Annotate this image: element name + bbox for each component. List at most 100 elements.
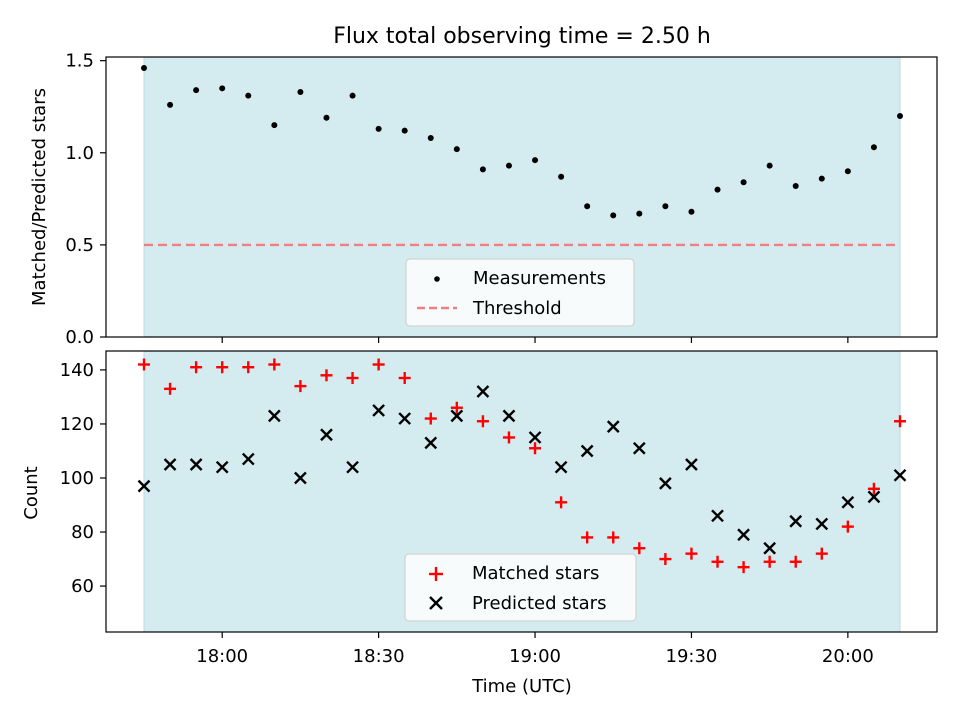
matched-star-point <box>268 358 281 371</box>
predicted-star-point <box>320 428 333 442</box>
measurement-point <box>245 92 252 99</box>
predicted-star-point <box>711 509 724 523</box>
predicted-star-point <box>241 452 255 466</box>
predicted-star-point <box>450 409 464 423</box>
predicted-star-point <box>763 541 777 555</box>
y-tick-label: 1.0 <box>65 143 94 164</box>
predicted-star-point <box>163 458 177 471</box>
measurement-point <box>844 168 851 175</box>
measurement-point <box>167 101 174 108</box>
predicted-star-point <box>267 409 281 423</box>
matched-star-point <box>815 547 828 560</box>
measurement-point <box>375 125 382 132</box>
matched-star-point <box>294 380 307 393</box>
top-y-axis-label: Matched/Predicted stars <box>29 88 50 306</box>
matched-star-point <box>216 361 229 374</box>
matched-star-point <box>476 415 489 428</box>
top-plot-frame <box>105 56 938 338</box>
measurement-point <box>532 157 539 164</box>
predicted-star-point <box>685 458 698 471</box>
predicted-star-point <box>893 468 907 482</box>
predicted-star-point <box>346 460 359 474</box>
top-legend: Measurements Threshold <box>405 258 635 327</box>
x-tick-label: 19:00 <box>509 646 561 667</box>
predicted-star-point <box>424 436 438 450</box>
legend-matched-label: Matched stars <box>472 563 599 584</box>
measurement-point <box>453 146 460 153</box>
matched-star-point <box>502 431 515 444</box>
y-tick-label: 100 <box>60 468 94 489</box>
matched-star-point <box>529 442 542 455</box>
legend-measurements-label: Measurements <box>473 268 606 289</box>
matched-star-point <box>581 531 594 544</box>
measurement-point <box>323 114 330 121</box>
predicted-star-point <box>606 420 620 434</box>
bottom-y-ticks: 60 80 100 120 140 <box>60 360 106 597</box>
x-tick-label: 18:30 <box>353 646 405 667</box>
predicted-star-point <box>502 409 516 423</box>
top-legend-box <box>405 258 635 327</box>
y-tick-label: 120 <box>60 414 94 435</box>
matched-star-point <box>841 520 854 533</box>
predicted-star-point <box>398 412 412 425</box>
matched-star-point <box>190 361 203 374</box>
measurement-point <box>636 210 643 217</box>
matched-star-point <box>320 369 333 382</box>
matched-star-point <box>737 561 750 574</box>
measurement-point <box>349 92 356 99</box>
matched-star-point <box>138 358 150 371</box>
matched-star-point <box>711 555 724 568</box>
measurement-point <box>193 87 200 94</box>
predicted-star-point <box>580 444 594 458</box>
bottom-y-axis-label: Count <box>21 466 42 519</box>
matched-star-point <box>894 415 906 428</box>
measurement-point <box>610 212 617 219</box>
measurement-point <box>271 122 278 129</box>
measurement-point <box>818 175 825 182</box>
y-tick-label: 80 <box>71 522 94 543</box>
measurement-point <box>740 179 747 186</box>
x-tick-label: 18:00 <box>196 646 248 667</box>
measurement-point <box>297 89 304 95</box>
predicted-star-point <box>815 517 829 531</box>
matched-star-point <box>398 372 411 385</box>
y-tick-label: 1.5 <box>65 51 94 72</box>
legend-matched-marker <box>429 567 443 581</box>
matched-star-point <box>555 496 568 509</box>
matched-star-point <box>607 531 620 544</box>
measurement-point <box>219 85 226 92</box>
measurement-point <box>870 144 877 151</box>
matched-star-point <box>789 555 802 568</box>
predicted-star-point <box>294 471 307 485</box>
y-tick-label: 60 <box>71 576 94 597</box>
chart-title: Flux total observing time = 2.50 h <box>333 24 711 49</box>
matched-star-point <box>633 542 646 555</box>
matched-star-point <box>763 555 776 568</box>
bottom-legend: Matched stars Predicted stars <box>404 553 637 622</box>
y-tick-label: 0.5 <box>65 235 94 256</box>
measurement-point <box>766 162 773 169</box>
predicted-star-points <box>137 385 907 555</box>
measurement-point <box>479 166 486 173</box>
measurement-point <box>558 173 565 180</box>
y-tick-label: 0.0 <box>65 327 94 348</box>
bottom-x-ticks: 18:00 18:30 19:00 19:30 20:00 <box>196 632 874 667</box>
predicted-star-point <box>632 441 646 455</box>
legend-measurement-marker <box>434 276 440 282</box>
predicted-star-point <box>659 477 672 490</box>
predicted-star-point <box>867 490 881 504</box>
predicted-star-point <box>215 460 229 474</box>
measurement-point <box>141 65 147 72</box>
matched-star-point <box>659 553 672 566</box>
predicted-star-point <box>737 528 750 542</box>
x-axis-label: Time (UTC) <box>471 676 572 697</box>
measurement-points <box>141 65 903 219</box>
predicted-star-point <box>372 404 385 417</box>
measurement-point <box>897 112 903 119</box>
matched-star-point <box>164 382 177 395</box>
top-y-ticks: 0.0 0.5 1.0 1.5 <box>65 51 106 348</box>
legend-predicted-label: Predicted stars <box>472 593 606 614</box>
matched-star-point <box>346 372 359 385</box>
